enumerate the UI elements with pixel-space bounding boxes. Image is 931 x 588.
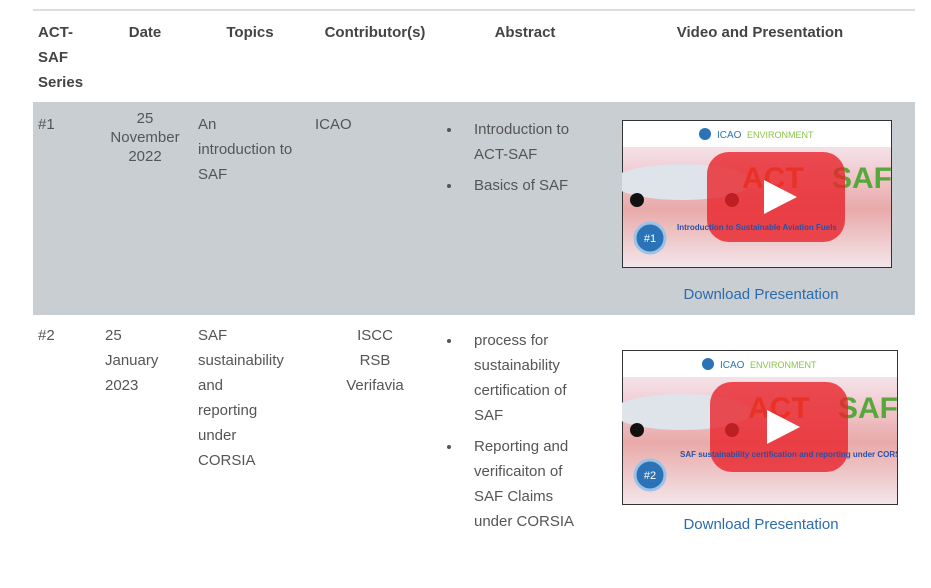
abstract-item: Reporting and verificaiton of SAF Claims… (447, 434, 584, 534)
contributor: ICAO (315, 116, 352, 133)
topic: An introduction to SAF (198, 116, 293, 183)
column-header: ACT-SAF Series (38, 24, 84, 91)
contributor: ISCC (357, 327, 393, 344)
thumb-org: ICAO (720, 360, 745, 371)
series-number: #2 (38, 327, 55, 344)
abstract-item: process for sustainability certification… (447, 328, 584, 428)
download-link[interactable]: Download Presentation (683, 286, 839, 303)
logo (702, 358, 714, 370)
thumb-caption: SAF sustainability certification and rep… (680, 450, 898, 459)
thumb-org: ICAO (717, 130, 742, 141)
wheel (630, 423, 644, 437)
abstract-item: Introduction to ACT-SAF (447, 117, 574, 167)
top-rule (33, 9, 915, 11)
wheel (630, 193, 644, 207)
series-number: #1 (38, 116, 55, 133)
abstract-list: Introduction to ACT-SAF Basics of SAF (447, 117, 574, 204)
column-header: Topics (226, 24, 274, 41)
column-header: Video and Presentation (676, 24, 844, 41)
contributors: ISCC RSB Verifavia (330, 323, 420, 398)
abstract-item: Basics of SAF (447, 173, 574, 198)
contributor: Verifavia (346, 377, 404, 394)
date: 25 January 2023 (105, 327, 159, 394)
badge (633, 458, 667, 492)
thumb-header (623, 121, 891, 147)
date: 25 November 2022 (110, 110, 180, 165)
thumb-tag: ENVIRONMENT (747, 130, 814, 140)
topic: SAF sustainability and reporting under C… (198, 327, 284, 469)
column-header: Date (128, 24, 162, 41)
play-icon (764, 180, 797, 214)
abstract-list: process for sustainability certification… (447, 328, 584, 540)
play-icon (767, 410, 800, 444)
download-link[interactable]: Download Presentation (683, 516, 839, 533)
thumb-caption: Introduction to Sustainable Aviation Fue… (677, 223, 837, 232)
contributor: RSB (359, 352, 391, 369)
badge-text: #2 (644, 470, 656, 482)
column-header: Abstract (494, 24, 556, 41)
thumb-header (623, 351, 897, 377)
logo (699, 128, 711, 140)
badge (633, 221, 667, 255)
column-header: Contributor(s) (324, 24, 426, 41)
thumb-tag: ENVIRONMENT (750, 360, 817, 370)
contributors: ICAO (315, 112, 352, 137)
badge-text: #1 (644, 233, 656, 245)
